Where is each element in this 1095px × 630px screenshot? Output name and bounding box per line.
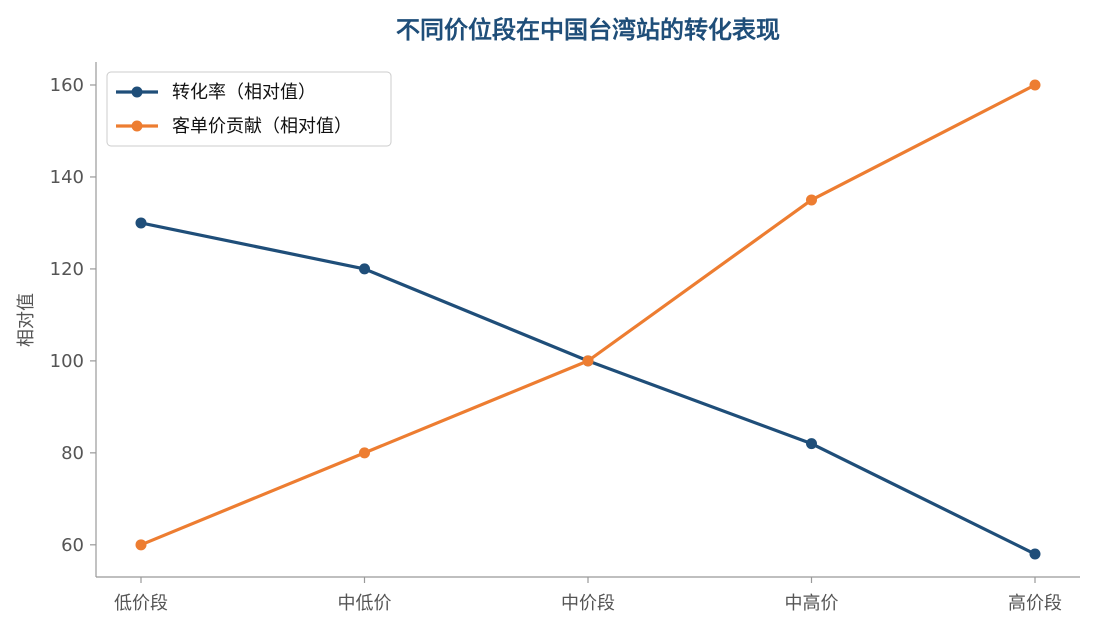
y-tick-label: 60 [61,535,84,556]
y-tick-label: 140 [50,167,84,188]
y-axis-label: 相对值 [16,293,37,347]
data-point [806,438,817,449]
data-point [1030,79,1041,90]
legend-marker [132,87,143,98]
series-line [141,223,1035,554]
y-tick-label: 80 [61,443,84,464]
data-point [583,355,594,366]
x-tick-label: 中低价 [338,593,392,614]
legend-label: 客单价贡献（相对值） [172,116,352,137]
data-point [806,194,817,205]
data-point [136,217,147,228]
y-tick-label: 160 [50,75,84,96]
x-tick-label: 高价段 [1008,593,1062,614]
series-layer [136,79,1041,559]
series-line [141,85,1035,545]
data-point [359,263,370,274]
legend-marker [132,121,143,132]
chart-title: 不同价位段在中国台湾站的转化表现 [396,16,780,44]
x-tick-label: 低价段 [114,593,168,614]
data-point [136,539,147,550]
x-tick-label: 中价段 [561,593,615,614]
x-tick-label: 中高价 [785,593,839,614]
series-1 [136,217,1041,559]
data-point [359,447,370,458]
data-point [1030,549,1041,560]
legend-label: 转化率（相对值） [172,82,316,103]
legend: 转化率（相对值） 客单价贡献（相对值） [107,72,391,146]
y-tick-label: 100 [50,351,84,372]
series-2 [136,79,1041,550]
y-tick-label: 120 [50,259,84,280]
